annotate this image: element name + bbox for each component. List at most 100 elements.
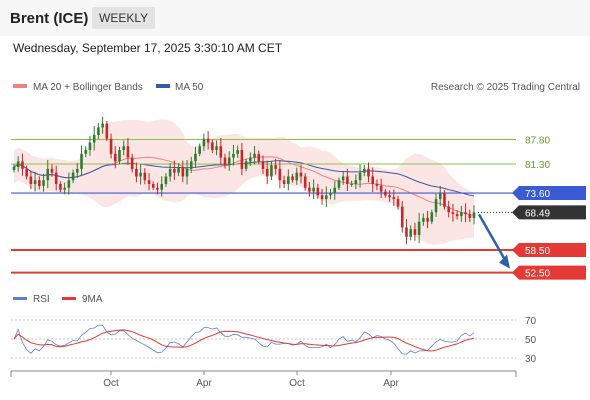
candle-body <box>126 146 130 158</box>
rsi-legend-swatch <box>13 297 27 300</box>
resistance-label-87.80: 87.80 <box>525 135 550 146</box>
candlesticks <box>12 116 476 245</box>
candle-body <box>392 197 396 200</box>
candle-body <box>42 180 45 186</box>
candle-body <box>194 153 197 162</box>
candle-body <box>12 167 16 171</box>
candle-body <box>101 123 104 128</box>
ma50-line <box>13 160 475 197</box>
candle-body <box>135 168 138 177</box>
candle-body <box>257 153 261 162</box>
timestamp: Wednesday, September 17, 2025 3:30:10 AM… <box>13 41 283 55</box>
candle-body <box>105 123 109 139</box>
x-label-oct-2: Oct <box>289 378 305 389</box>
candle-body <box>219 146 223 158</box>
candle-body <box>232 153 235 158</box>
candle-body <box>324 195 328 200</box>
candle-body <box>151 183 155 188</box>
projection-arrow-shaft <box>477 213 508 263</box>
candle-body <box>282 180 286 184</box>
candle-body <box>405 227 408 237</box>
candle-body <box>122 146 126 151</box>
candle-body <box>358 172 362 181</box>
rsi-tick-70: 70 <box>525 316 537 327</box>
support-tag-52.50 <box>512 265 586 280</box>
candle-body <box>143 172 147 181</box>
candle-body <box>25 168 28 177</box>
candle-body <box>240 150 244 169</box>
candle-body <box>130 157 134 169</box>
candle-body <box>50 168 54 173</box>
candle-body <box>139 172 142 177</box>
candle-body <box>16 161 20 168</box>
candle-body <box>346 176 349 184</box>
candle-body <box>59 183 62 190</box>
candle-body <box>287 176 290 184</box>
candle-body <box>400 206 404 228</box>
candle-body <box>118 150 121 162</box>
candle-body <box>438 193 442 200</box>
candle-body <box>295 172 299 181</box>
projection-arrow <box>477 213 510 269</box>
x-axis-labels: Oct Apr Oct Apr <box>103 371 399 389</box>
rsi-tick-30: 30 <box>525 354 537 365</box>
candle-body <box>113 153 117 162</box>
candle-body <box>63 187 66 190</box>
research-credit: Research © 2025 Trading Central <box>431 82 580 93</box>
candle-body <box>472 212 476 218</box>
rsi-ma-legend-swatch <box>62 297 76 300</box>
candle-body <box>265 168 269 177</box>
candle-body <box>384 191 387 196</box>
support-tag-58.50 <box>512 243 586 257</box>
rsi-ma-line <box>13 329 475 352</box>
candle-body <box>160 183 164 190</box>
candle-body <box>249 157 252 162</box>
bollinger-band-area <box>14 119 474 245</box>
rsi-panel: 70 50 30 <box>11 316 537 365</box>
ma50-legend-label: MA 50 <box>175 82 204 93</box>
pivot-tag-73.60 <box>512 186 586 201</box>
x-label-oct-0: Oct <box>103 378 119 389</box>
candle-body <box>76 168 79 173</box>
candle-body <box>426 217 429 222</box>
candle-body <box>181 167 185 177</box>
candle-body <box>396 199 400 207</box>
candle-body <box>71 172 75 181</box>
candle-body <box>455 214 459 217</box>
candle-body <box>460 212 463 217</box>
candle-body <box>244 161 248 169</box>
candle-body <box>367 168 370 177</box>
timeframe-badge[interactable]: WEEKLY <box>92 7 156 29</box>
candle-body <box>173 168 176 173</box>
candle-body <box>38 180 41 186</box>
candle-body <box>253 153 256 158</box>
candle-body <box>303 176 307 188</box>
candle-body <box>299 172 303 177</box>
candle-body <box>291 176 294 181</box>
bollinger-band-fill <box>14 119 474 245</box>
candle-body <box>464 212 467 215</box>
candle-body <box>33 180 37 184</box>
candle-body <box>29 176 33 184</box>
candle-body <box>329 193 332 196</box>
candle-body <box>168 168 172 177</box>
candle-body <box>413 229 417 235</box>
candle-body <box>177 167 180 173</box>
support-label-58.50: 58.50 <box>525 246 550 257</box>
x-label-apr-1: Apr <box>196 378 212 389</box>
pivot-label-73.60: 73.60 <box>525 189 550 200</box>
candle-body <box>388 195 391 198</box>
support-label-52.50: 52.50 <box>525 269 550 280</box>
candle-body <box>312 187 315 192</box>
current-price-tag <box>512 205 586 220</box>
candle-body <box>21 161 24 169</box>
candle-body <box>147 180 151 184</box>
candle-body <box>430 212 434 222</box>
candle-body <box>375 183 379 186</box>
candle-body <box>270 165 273 177</box>
candle-body <box>97 127 100 135</box>
candle-body <box>354 180 358 184</box>
candle-body <box>333 187 337 194</box>
candle-body <box>227 157 231 166</box>
current-price-label: 68.49 <box>525 208 550 219</box>
